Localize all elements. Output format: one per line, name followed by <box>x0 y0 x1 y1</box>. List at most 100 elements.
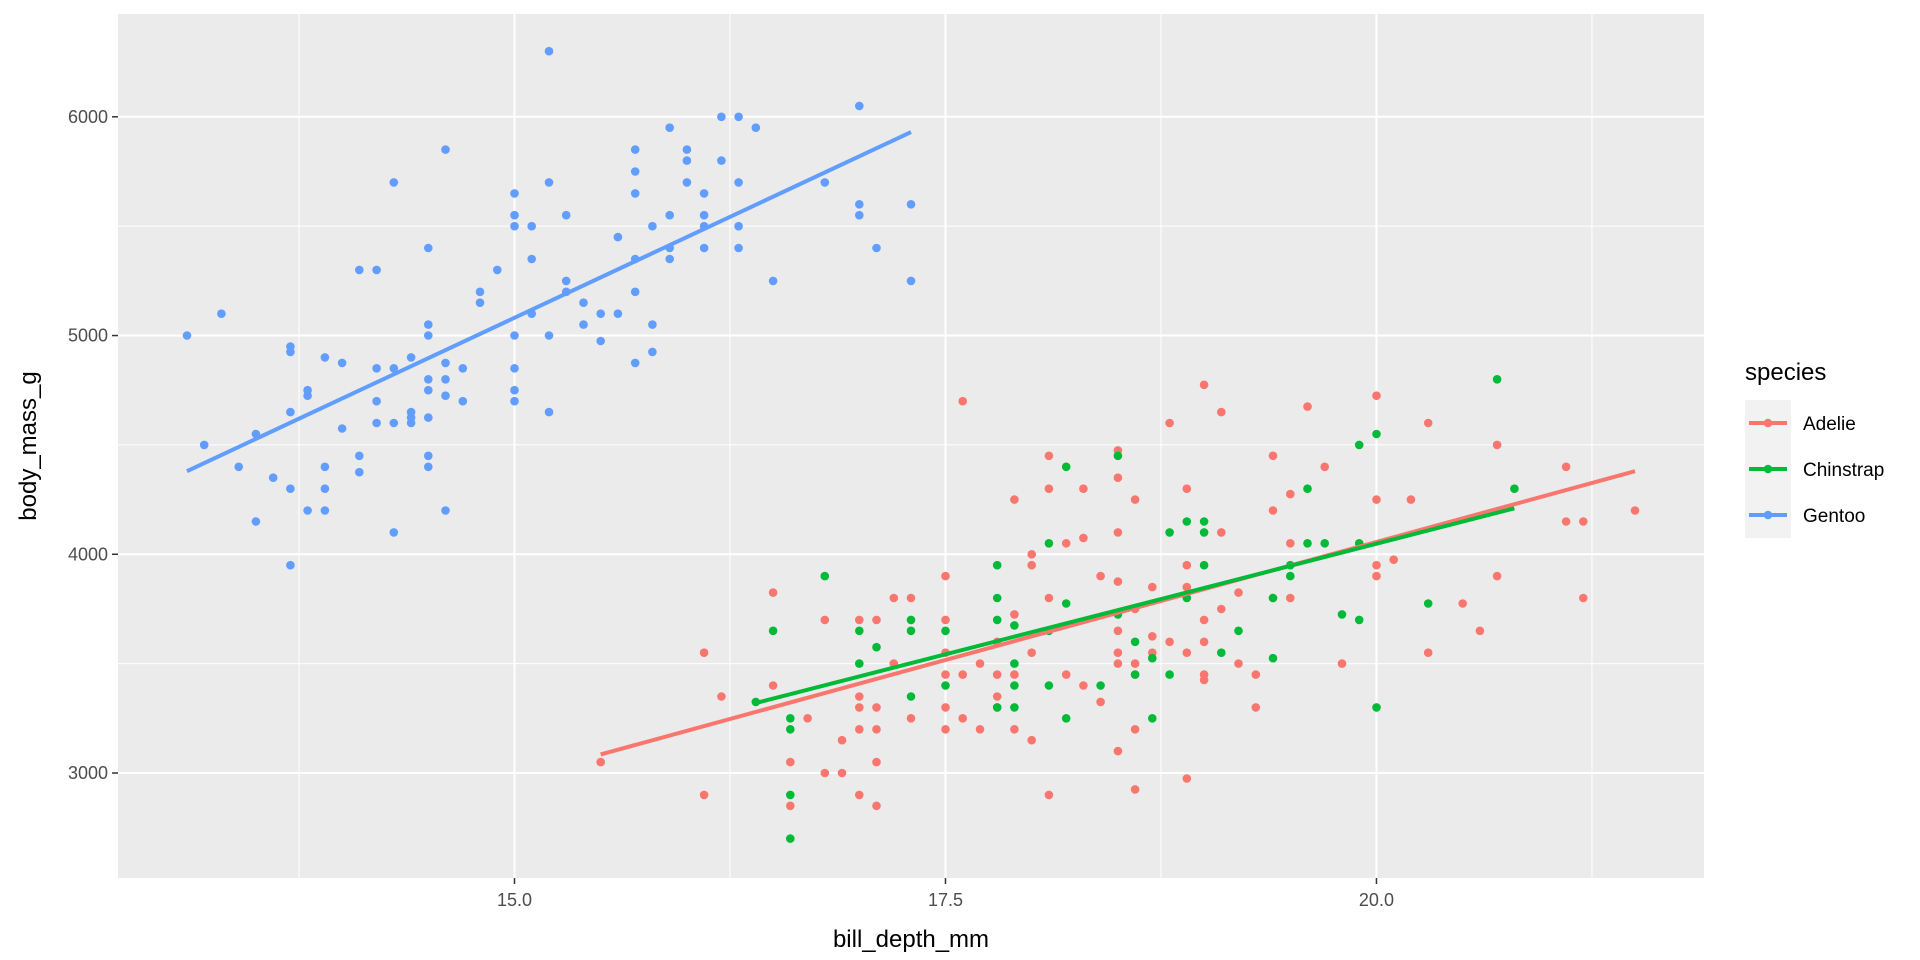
data-point <box>1113 659 1123 668</box>
data-point <box>389 418 399 428</box>
data-point <box>941 681 950 690</box>
data-point <box>630 287 640 297</box>
data-point <box>855 615 864 625</box>
data-point <box>372 265 381 275</box>
data-point <box>855 703 864 712</box>
data-point <box>1130 725 1140 734</box>
data-point <box>406 353 416 362</box>
data-point <box>1217 648 1226 657</box>
data-point <box>786 714 795 723</box>
data-point <box>1130 785 1140 794</box>
data-point <box>1199 528 1209 537</box>
data-point <box>1061 670 1071 679</box>
data-point <box>1217 528 1226 537</box>
data-point <box>251 517 261 526</box>
data-point <box>1079 681 1088 690</box>
data-point <box>630 145 640 154</box>
data-point <box>1372 560 1381 570</box>
data-point <box>424 413 433 422</box>
data-point <box>1492 571 1502 581</box>
data-point <box>699 243 709 253</box>
data-point <box>1148 714 1157 723</box>
data-point <box>837 735 847 745</box>
data-point <box>527 221 536 231</box>
data-point <box>493 265 502 275</box>
data-point <box>1337 659 1347 668</box>
data-point <box>1061 599 1071 608</box>
data-point <box>941 670 950 679</box>
data-point <box>1182 484 1192 494</box>
data-point <box>1199 560 1209 570</box>
legend-title: species <box>1745 359 1826 386</box>
data-point <box>665 254 674 264</box>
data-point <box>1268 593 1278 603</box>
data-point <box>199 440 209 450</box>
data-point <box>1044 484 1054 494</box>
data-point <box>1165 670 1174 679</box>
y-tick-label: 3000 <box>68 763 108 783</box>
y-axis-ticks: 3000 4000 5000 6000 <box>68 107 118 783</box>
x-axis-ticks: 15.0 17.5 20.0 <box>497 878 1394 910</box>
legend-key-point <box>1763 510 1773 520</box>
data-point <box>941 703 950 712</box>
data-point <box>441 358 450 368</box>
data-point <box>1303 539 1312 548</box>
data-point <box>613 309 623 319</box>
data-point <box>1113 626 1123 636</box>
data-point <box>786 790 795 800</box>
data-point <box>1010 610 1019 619</box>
data-point <box>648 221 657 231</box>
data-point <box>1492 375 1502 384</box>
data-point <box>855 200 864 209</box>
data-point <box>337 358 347 368</box>
data-point <box>992 560 1002 570</box>
data-point <box>1372 429 1381 439</box>
data-point <box>355 451 364 461</box>
data-point <box>320 353 330 362</box>
data-point <box>768 276 778 286</box>
data-point <box>424 320 433 329</box>
data-point <box>527 254 536 264</box>
data-point <box>1234 588 1243 597</box>
data-point <box>958 396 967 406</box>
data-point <box>1130 659 1140 668</box>
legend: species Adelie Chinstrap Gentoo <box>1745 359 1884 538</box>
data-point <box>768 588 778 597</box>
data-point <box>458 396 468 406</box>
data-point <box>1113 528 1123 537</box>
data-point <box>510 189 519 198</box>
trend-lines <box>186 130 1636 757</box>
data-point <box>786 757 795 767</box>
data-point <box>734 221 743 231</box>
data-point <box>1199 380 1209 390</box>
data-point <box>544 46 554 56</box>
data-point <box>561 276 571 286</box>
data-point <box>1027 648 1036 657</box>
data-point <box>1268 653 1278 663</box>
data-point <box>1079 533 1088 543</box>
data-point <box>665 123 674 132</box>
legend-label: Adelie <box>1803 414 1856 435</box>
data-point <box>441 145 450 154</box>
data-point <box>837 768 847 778</box>
data-point <box>1182 517 1192 526</box>
data-point <box>855 790 864 800</box>
data-point <box>424 331 433 340</box>
data-point <box>630 189 640 198</box>
data-point <box>855 692 864 701</box>
data-point <box>941 626 950 636</box>
data-point <box>182 331 192 340</box>
data-point <box>1475 626 1485 636</box>
data-point <box>1406 495 1416 504</box>
data-point <box>1027 560 1036 570</box>
data-point <box>820 615 830 625</box>
data-point <box>1268 451 1278 461</box>
data-point <box>458 364 468 373</box>
data-point <box>803 714 812 723</box>
data-point <box>941 615 950 625</box>
data-point <box>510 385 519 395</box>
points-layer <box>182 46 1640 843</box>
legend-item-adelie: Adelie <box>1749 414 1856 435</box>
data-point <box>1492 440 1502 450</box>
